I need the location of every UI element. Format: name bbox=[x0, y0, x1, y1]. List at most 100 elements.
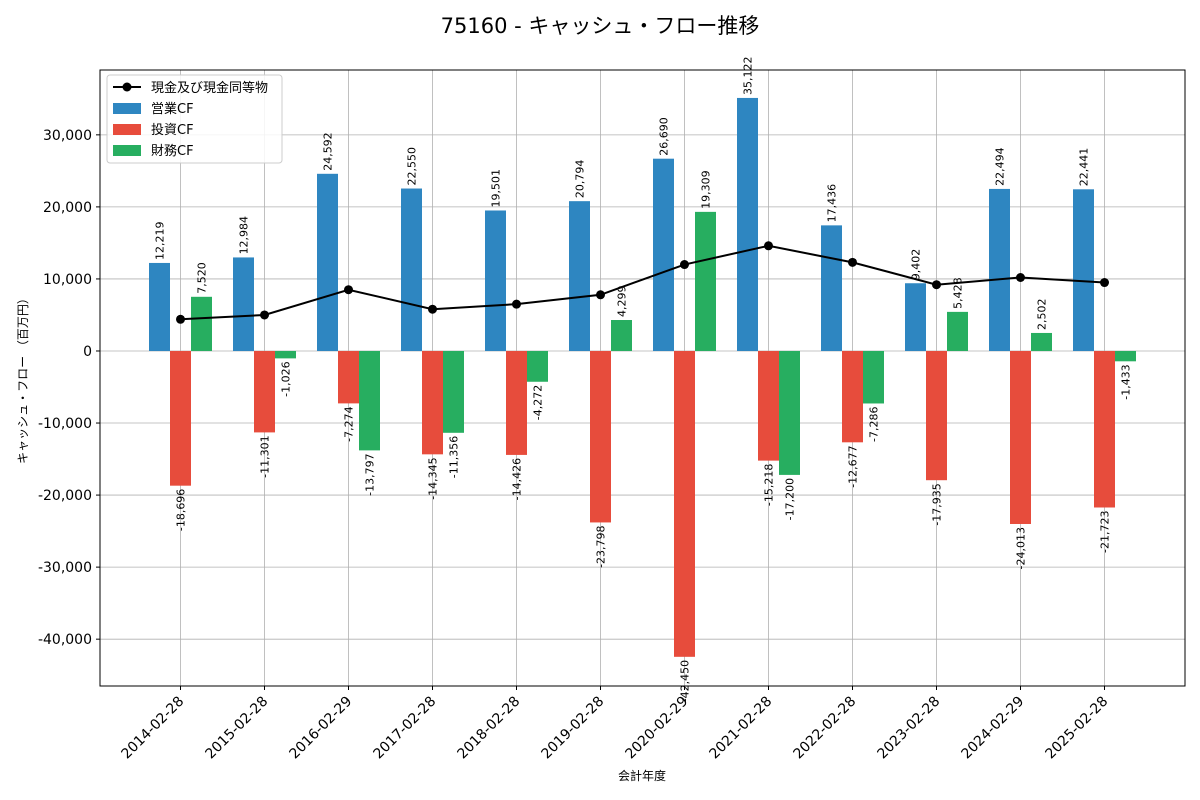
cash-line-point bbox=[344, 285, 353, 295]
bar bbox=[611, 320, 632, 351]
bar-value-label: -24,013 bbox=[1015, 527, 1028, 569]
bar bbox=[926, 350, 947, 481]
bar-value-label: 19,309 bbox=[700, 170, 713, 209]
legend-label: 営業CF bbox=[151, 101, 194, 117]
bar-value-label: -7,286 bbox=[868, 406, 881, 441]
bar-value-label: 22,441 bbox=[1078, 148, 1091, 187]
bar-value-label: 12,219 bbox=[154, 221, 167, 260]
bar-value-label: 22,550 bbox=[406, 147, 419, 186]
x-tick-label: 2019-02-28 bbox=[538, 694, 607, 763]
x-tick-label: 2015-02-28 bbox=[202, 694, 271, 763]
bar bbox=[170, 350, 191, 486]
x-axis-label: 会計年度 bbox=[618, 768, 666, 783]
cash-line-point bbox=[176, 314, 185, 324]
bar-value-label: -4,272 bbox=[532, 385, 545, 420]
bar bbox=[905, 283, 926, 351]
cash-line-point bbox=[680, 260, 689, 270]
bar-value-label: -14,426 bbox=[511, 458, 524, 500]
bar-value-label: -21,723 bbox=[1099, 510, 1112, 552]
plot-frame bbox=[99, 69, 1186, 687]
bar bbox=[506, 350, 527, 455]
cash-line bbox=[176, 241, 1109, 324]
cash-line-point bbox=[848, 257, 857, 267]
bar-value-label: 9,402 bbox=[910, 249, 923, 281]
bar bbox=[233, 257, 254, 351]
y-tick-label: 10,000 bbox=[43, 272, 92, 288]
x-tick-label: 2024-02-29 bbox=[958, 694, 1027, 763]
x-tick-label: 2014-02-28 bbox=[118, 694, 187, 763]
bar-value-label: 12,984 bbox=[238, 216, 251, 255]
cash-line-point bbox=[596, 290, 605, 300]
bar-value-label: 24,592 bbox=[322, 132, 335, 171]
bar bbox=[443, 350, 464, 433]
cash-line-point bbox=[512, 299, 521, 309]
bar bbox=[1031, 332, 1052, 351]
x-tick-label: 2025-02-28 bbox=[1042, 694, 1111, 763]
bar bbox=[653, 158, 674, 351]
x-tick-label: 2018-02-28 bbox=[454, 694, 523, 763]
bar bbox=[842, 350, 863, 443]
bar bbox=[1115, 350, 1136, 362]
cash-line-point bbox=[932, 280, 941, 290]
bar bbox=[149, 262, 170, 351]
cash-line-path bbox=[180, 244, 1105, 321]
bar bbox=[1094, 350, 1115, 508]
x-tick-label: 2016-02-29 bbox=[286, 694, 355, 763]
data-labels: 12,219 12,984 24,592 22,550 19,501 20,794 26,6… bbox=[154, 56, 1133, 702]
bar-value-label: 2,502 bbox=[1036, 298, 1049, 330]
bar-value-label: -42,450 bbox=[679, 660, 692, 702]
bar bbox=[569, 201, 590, 351]
bar-value-label: 22,494 bbox=[994, 147, 1007, 186]
legend-bar-swatch bbox=[113, 145, 141, 156]
cash-line-point bbox=[1016, 272, 1025, 282]
bar-value-label: -1,026 bbox=[280, 361, 293, 396]
bar-value-label: -13,797 bbox=[364, 453, 377, 495]
bar bbox=[275, 350, 296, 359]
bar bbox=[674, 350, 695, 657]
legend-point-swatch bbox=[122, 82, 132, 92]
y-tick-label: 30,000 bbox=[43, 128, 92, 144]
bar-value-label: -12,677 bbox=[847, 445, 860, 487]
bar bbox=[695, 211, 716, 351]
bar-value-label: 5,428 bbox=[952, 277, 965, 309]
bar bbox=[737, 97, 758, 351]
bar-value-label: -1,433 bbox=[1120, 364, 1133, 399]
x-tick-label: 2021-02-28 bbox=[706, 694, 775, 763]
legend-bar-swatch bbox=[113, 124, 141, 135]
bar bbox=[1010, 350, 1031, 524]
chart-title: 75160 - キャッシュ・フロー推移 bbox=[441, 14, 760, 38]
x-tick-label: 2022-02-28 bbox=[790, 694, 859, 763]
bar bbox=[191, 296, 212, 351]
cash-line-point bbox=[260, 310, 269, 320]
y-tick-label: -40,000 bbox=[38, 632, 92, 648]
bar-value-label: 4,299 bbox=[616, 286, 629, 318]
bar bbox=[590, 350, 611, 523]
bar-value-label: 7,520 bbox=[196, 262, 209, 294]
bar-value-label: 26,690 bbox=[658, 117, 671, 156]
x-tick-label: 2023-02-28 bbox=[874, 694, 943, 763]
legend-label: 財務CF bbox=[151, 144, 194, 159]
bar-value-label: 20,794 bbox=[574, 160, 587, 199]
bar bbox=[422, 350, 443, 455]
bar-value-label: -7,274 bbox=[343, 406, 356, 441]
y-axis-label: キャッシュ・フロー （百万円） bbox=[16, 292, 30, 464]
bar-value-label: -15,218 bbox=[763, 464, 776, 506]
bar-value-label: -14,345 bbox=[427, 457, 440, 499]
bar bbox=[989, 188, 1010, 351]
bar bbox=[758, 350, 779, 461]
cash-line-point bbox=[428, 304, 437, 314]
y-tick-label: -30,000 bbox=[38, 560, 92, 576]
x-tick-label: 2017-02-28 bbox=[370, 694, 439, 763]
bar bbox=[254, 350, 275, 433]
bars bbox=[149, 97, 1136, 657]
bar bbox=[779, 350, 800, 475]
bar bbox=[359, 350, 380, 451]
bar-value-label: -17,935 bbox=[931, 483, 944, 525]
bar-value-label: 17,436 bbox=[826, 184, 839, 223]
bar bbox=[821, 225, 842, 351]
bar bbox=[947, 311, 968, 351]
bar-value-label: -23,798 bbox=[595, 525, 608, 567]
legend-bar-swatch bbox=[113, 103, 141, 114]
bar-value-label: 19,501 bbox=[490, 169, 503, 208]
